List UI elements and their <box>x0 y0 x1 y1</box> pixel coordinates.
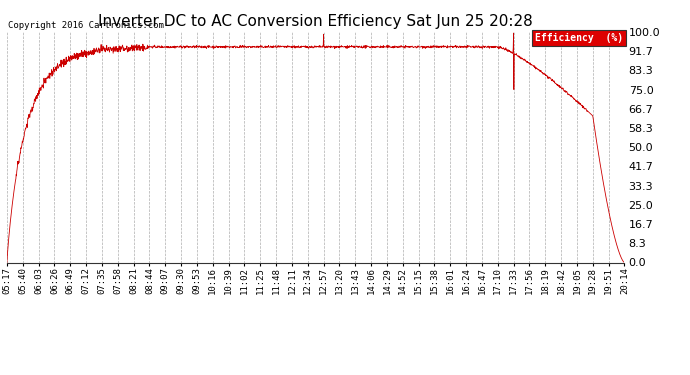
Text: Copyright 2016 Cartronics.com: Copyright 2016 Cartronics.com <box>8 21 164 30</box>
Text: Efficiency  (%): Efficiency (%) <box>535 33 623 43</box>
Title: Inverter DC to AC Conversion Efficiency Sat Jun 25 20:28: Inverter DC to AC Conversion Efficiency … <box>98 14 533 29</box>
